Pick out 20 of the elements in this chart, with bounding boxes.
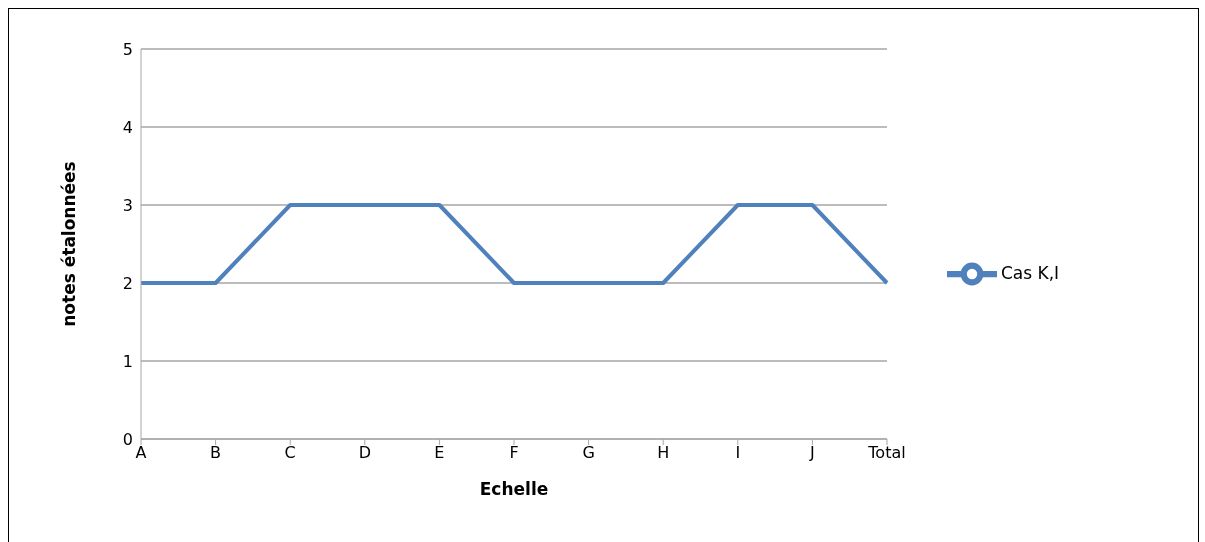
y-tick-label: 5: [122, 39, 133, 59]
y-tick-label: 1: [122, 351, 133, 371]
y-tick-label: 3: [122, 195, 133, 215]
x-tick-label: C: [284, 443, 296, 463]
x-tick-label: I: [735, 443, 741, 463]
x-tick-label: Total: [867, 443, 906, 463]
y-axis-title: notes étalonnées: [59, 161, 80, 327]
y-tick-label: 2: [122, 273, 133, 293]
x-tick-label: E: [434, 443, 445, 463]
x-tick-label: D: [358, 443, 371, 463]
x-axis-title: Echelle: [479, 479, 549, 499]
x-tick-label: J: [809, 443, 815, 463]
x-tick-label: G: [582, 443, 595, 463]
legend-label: Cas K,I: [1001, 263, 1060, 283]
y-tick-label: 0: [122, 429, 133, 449]
y-tick-label: 4: [122, 117, 133, 137]
x-tick-label: B: [210, 443, 222, 463]
x-tick-label: H: [657, 443, 670, 463]
x-tick-label: F: [509, 443, 519, 463]
x-tick-label: A: [135, 443, 147, 463]
